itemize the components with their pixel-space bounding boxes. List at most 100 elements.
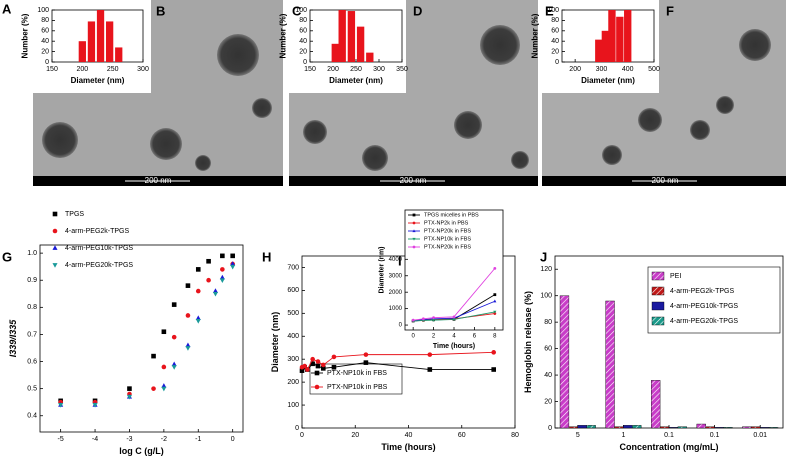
histogram-bar (105, 21, 114, 62)
y-tick-label: 0 (45, 59, 49, 66)
marker (171, 365, 177, 370)
bar (760, 427, 770, 429)
marker (363, 352, 369, 357)
x-tick-label: 4 (452, 334, 456, 340)
x-axis-title: Time (hours) (381, 442, 435, 452)
marker (412, 213, 416, 217)
x-axis-title: Time (hours) (433, 343, 475, 350)
histogram-bar (115, 47, 123, 62)
histogram-bar (96, 10, 105, 62)
bar (659, 426, 670, 429)
marker (315, 363, 321, 369)
marker (230, 261, 236, 266)
x-tick-label: 1 (621, 432, 625, 439)
y-tick-label: 80 (41, 17, 49, 24)
legend-label: PTX-NP10k in FBS (424, 236, 471, 242)
panel-label: F (666, 3, 674, 18)
y-tick-label: 60 (544, 345, 552, 352)
y-tick-label: 0.9 (27, 277, 37, 284)
y-axis-title: Number (%) (21, 13, 30, 58)
y-tick-label: 100 (37, 7, 49, 14)
legend-label: PTX-NP2k in PBS (424, 220, 469, 226)
marker (299, 368, 305, 373)
x-axis-title: Concentration (mg/mL) (620, 442, 719, 452)
marker (161, 329, 167, 335)
marker (491, 350, 497, 355)
bar (632, 425, 642, 429)
scale-bar-label: 200 nm (400, 176, 427, 185)
marker (432, 319, 436, 322)
histogram-bar (338, 10, 346, 62)
bar (623, 425, 633, 429)
marker (310, 356, 315, 362)
x-tick-label: 80 (511, 432, 519, 439)
marker (452, 318, 456, 322)
marker (185, 342, 191, 348)
histogram-bar (87, 21, 96, 62)
histogram-bar (624, 10, 632, 62)
marker (52, 245, 58, 250)
y-tick-label: 400 (287, 333, 299, 340)
marker (331, 354, 337, 360)
y-tick-label: 1.0 (27, 250, 37, 257)
legend-label: PTX-NP10k in FBS (327, 370, 387, 377)
legend-label: PTX-NP20k in FBS (424, 244, 471, 250)
marker (491, 367, 496, 372)
marker (195, 267, 201, 272)
y-tick-label: 500 (287, 310, 299, 317)
marker (195, 315, 201, 321)
x-tick-label: 300 (373, 66, 385, 73)
y-tick-label: 0 (303, 59, 307, 66)
bar (605, 300, 615, 429)
x-tick-label: 150 (304, 66, 316, 73)
y-tick-label: 60 (41, 28, 49, 35)
bar (586, 425, 596, 429)
bar (723, 427, 733, 429)
y-tick-label: 700 (287, 264, 299, 271)
x-tick-label: 200 (569, 66, 581, 73)
legend-patch (651, 301, 665, 311)
y-axis-title: Diameter (nm) (379, 246, 386, 293)
x-tick-label: 250 (350, 66, 362, 73)
bar (751, 426, 761, 429)
x-tick-label: 0 (300, 432, 304, 439)
marker (321, 366, 326, 371)
y-tick-label: 40 (551, 38, 559, 45)
marker (315, 359, 321, 364)
legend-label: TPGS (65, 211, 84, 218)
x-tick-label: -5 (58, 436, 64, 443)
x-axis-title: log C (g/L) (119, 446, 164, 456)
marker (493, 310, 497, 314)
bar (677, 426, 687, 429)
marker (220, 267, 225, 272)
y-tick-label: 20 (551, 48, 559, 55)
panel-label: I (398, 253, 402, 268)
y-tick-label: 600 (287, 287, 299, 294)
y-axis-title: Diameter (nm) (270, 312, 280, 373)
y-tick-label: 0.5 (27, 385, 37, 392)
legend-label: 4-arm-PEG2k-TPGS (65, 228, 130, 235)
x-tick-label: 200 (76, 66, 88, 73)
y-tick-label: 0.7 (27, 331, 37, 338)
histogram-bar (616, 16, 624, 62)
marker (230, 264, 236, 270)
y-tick-label: 40 (299, 38, 307, 45)
marker (171, 302, 177, 307)
marker (185, 313, 191, 318)
marker (427, 367, 433, 372)
x-tick-label: 6 (473, 334, 477, 340)
y-tick-label: 3000 (389, 273, 403, 279)
x-tick-label: 2 (432, 334, 436, 340)
x-tick-label: -2 (161, 436, 167, 443)
marker (212, 288, 219, 293)
legend-box (647, 266, 781, 334)
histogram-bar (78, 41, 86, 62)
y-tick-label: 20 (299, 48, 307, 55)
x-tick-label: 400 (622, 66, 634, 73)
x-tick-label: 150 (46, 66, 58, 73)
bar (559, 295, 570, 429)
scale-bar-label: 200 nm (145, 176, 172, 185)
marker (161, 386, 167, 392)
marker (219, 274, 225, 280)
marker (314, 384, 320, 390)
